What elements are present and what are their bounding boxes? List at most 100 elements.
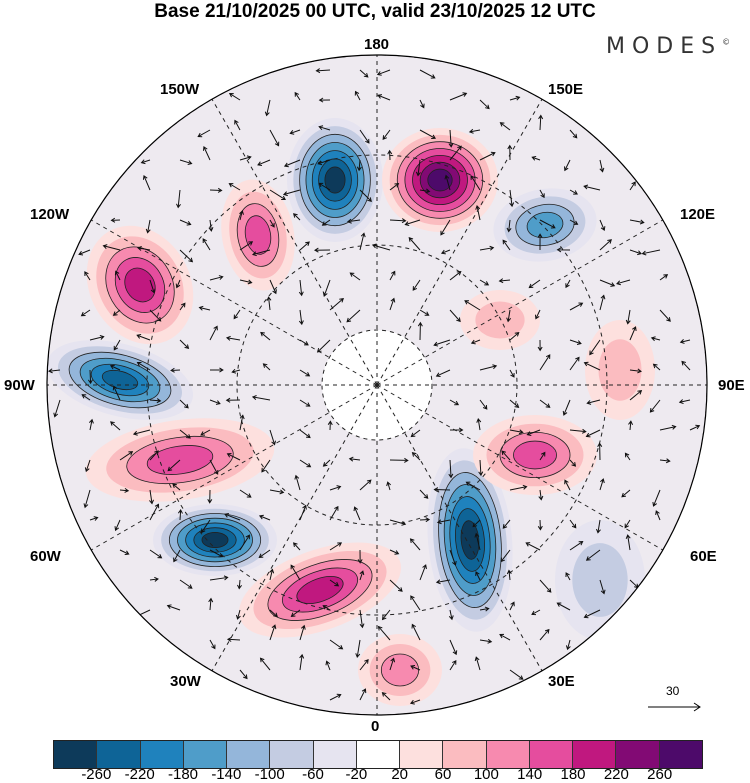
wind-arrow-icon: [599, 159, 605, 173]
wind-arrow-icon: [440, 249, 451, 255]
wind-arrow-icon: [628, 420, 634, 431]
wind-arrow-icon: [260, 331, 271, 341]
wind-arrow-icon: [179, 159, 193, 166]
wind-arrow-icon: [389, 270, 396, 281]
wind-arrow-icon: [448, 609, 454, 621]
wind-arrow-icon: [499, 122, 511, 131]
wind-arrow-icon: [569, 428, 587, 434]
wind-arrow-icon: [449, 270, 462, 281]
wind-arrow-icon: [539, 189, 545, 199]
wind-arrow-icon: [389, 519, 407, 526]
wind-arrow-icon: [140, 159, 151, 165]
lon-label-90e: 90E: [718, 377, 745, 394]
wind-arrow-icon: [629, 326, 637, 341]
wind-arrow-icon: [583, 609, 601, 619]
wind-arrow-icon: [583, 184, 601, 191]
wind-arrow-icon: [377, 94, 391, 101]
wind-arrow-icon: [537, 519, 543, 531]
wind-arrow-icon: [269, 624, 277, 641]
wind-arrow-icon: [234, 119, 241, 131]
wind-arrow-icon: [475, 571, 481, 581]
wind-arrow-icon: [599, 294, 606, 311]
wind-arrow-icon: [314, 247, 331, 253]
wind-arrow-icon: [149, 279, 156, 294]
colorbar-swatch: [443, 741, 487, 768]
wind-arrow-icon: [325, 660, 331, 671]
colorbar-label: 20: [391, 766, 408, 783]
wind-arrow-icon: [114, 519, 121, 532]
wind-arrow-icon: [322, 605, 331, 611]
wind-arrow-icon: [225, 335, 241, 341]
wind-arrow-icon: [112, 385, 121, 401]
anomaly-field: [47, 118, 655, 706]
wind-arrow-icon: [269, 189, 286, 201]
wind-arrow-icon: [175, 279, 181, 289]
wind-arrow-icon: [526, 429, 541, 436]
wind-arrow-icon: [498, 278, 511, 284]
colorbar-label: -60: [302, 766, 324, 783]
colorbar-label: -220: [124, 766, 155, 783]
wind-arrow-icon: [209, 187, 223, 193]
wind-arrow-icon: [528, 279, 541, 289]
wind-arrow-icon: [113, 339, 121, 351]
wind-arrow-icon: [239, 279, 253, 285]
wind-arrow-icon: [629, 249, 642, 256]
wind-arrow-icon: [329, 485, 342, 491]
colorbar-swatch: [529, 741, 574, 768]
wind-arrow-icon: [355, 639, 361, 659]
wind-arrow-icon: [149, 309, 162, 322]
map-title: Base 21/10/2025 00 UTC, valid 23/10/2025…: [154, 1, 596, 22]
wind-arrow-icon: [389, 218, 407, 224]
lon-label-150w: 150W: [160, 81, 200, 98]
wind-arrow-icon: [209, 575, 229, 581]
wind-arrow-icon: [261, 459, 271, 473]
wind-arrow-icon: [299, 504, 307, 521]
meridian-line: [376, 219, 664, 386]
wind-arrow-icon: [410, 665, 421, 671]
wind-arrow-icon: [509, 669, 524, 680]
wind-arrow-icon: [586, 399, 601, 405]
wind-arrow-icon: [419, 517, 431, 523]
positive-anomaly-contour: [380, 653, 420, 687]
wind-arrow-icon: [179, 339, 190, 350]
lon-label-180: 180: [364, 36, 390, 53]
wind-arrow-icon: [318, 97, 331, 103]
wind-arrow-icon: [197, 129, 211, 138]
wind-arrow-icon: [359, 609, 365, 629]
wind-arrow-icon: [506, 569, 512, 581]
wind-arrow-icon: [509, 369, 515, 378]
wind-arrow-icon: [179, 219, 192, 226]
wind-arrow-icon: [329, 579, 340, 587]
lon-label-90w: 90W: [4, 377, 35, 394]
wind-arrow-icon: [353, 506, 361, 521]
meridian-line: [376, 384, 543, 672]
wind-arrow-icon: [329, 693, 342, 701]
wind-arrow-icon: [282, 189, 301, 197]
wind-arrow-icon: [569, 302, 584, 311]
wind-arrow-icon: [269, 129, 280, 147]
wind-arrow-icon: [132, 429, 151, 436]
wind-arrow-icon: [318, 125, 331, 131]
wind-arrow-icon: [479, 279, 490, 286]
wind-arrow-icon: [292, 542, 301, 551]
wind-arrow-icon: [269, 429, 277, 446]
wind-arrow-icon: [538, 489, 544, 501]
wind-arrow-icon: [419, 489, 429, 499]
wind-arrow-icon: [569, 189, 578, 195]
colorbar-label: 260: [647, 766, 673, 783]
wind-arrow-icon: [539, 628, 550, 641]
wind-arrow-icon: [235, 609, 241, 620]
wind-arrow-icon: [506, 219, 512, 233]
wind-arrow-icon: [166, 604, 181, 611]
wind-arrow-icon: [569, 356, 580, 371]
wind-arrow-icon: [659, 274, 669, 281]
wind-arrow-icon: [652, 363, 661, 371]
wind-arrow-icon: [539, 354, 551, 371]
wind-arrow-icon: [569, 129, 578, 139]
wind-arrow-icon: [433, 487, 451, 493]
wind-arrow-icon: [419, 129, 436, 139]
wind-arrow-icon: [145, 219, 151, 234]
logo-text: MODES: [606, 34, 723, 59]
wind-arrow-icon: [389, 457, 409, 463]
wind-arrow-icon: [616, 279, 631, 286]
